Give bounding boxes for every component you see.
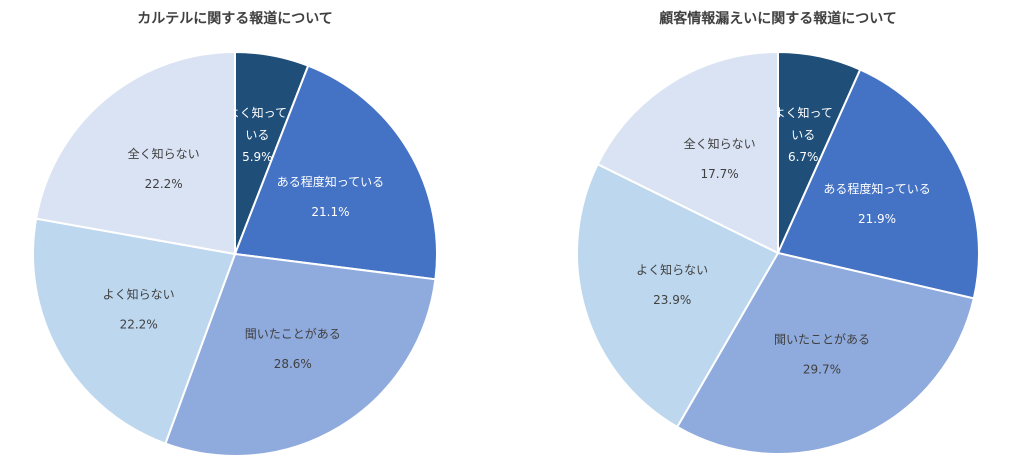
slice-category-label: 聞いたことがある xyxy=(245,326,341,341)
slice-percent-label: 17.7% xyxy=(701,167,739,181)
slice-percent-label: 22.2% xyxy=(120,317,158,331)
slice-category-label: いる xyxy=(245,128,269,142)
pie-chart-customer-data-leak: 顧客情報漏えいに関する報道について よく知っている 6.7% ある程度知っている 21… xyxy=(543,0,1013,457)
slice-category-label: よく知って xyxy=(228,106,287,120)
slice-category-label: いる xyxy=(791,128,815,142)
chart-title: 顧客情報漏えいに関する報道について xyxy=(659,11,897,27)
pie-slice xyxy=(164,252,437,457)
pie-slice xyxy=(34,50,236,256)
slice-category-label: 全く知らない xyxy=(128,146,200,161)
slice-percent-label: 6.7% xyxy=(788,150,819,164)
pie-slice xyxy=(32,217,237,445)
slice-category-label: 聞いたことがある xyxy=(774,331,870,346)
slice-percent-label: 28.6% xyxy=(274,357,312,371)
pie-slice xyxy=(576,162,780,429)
slice-percent-label: 21.9% xyxy=(858,212,896,226)
pie-chart-cartel: カルテルに関する報道について よく知っている 5.9% ある程度知っている 21.1%… xyxy=(0,0,470,457)
slice-percent-label: 29.7% xyxy=(803,362,841,376)
slice-percent-label: 5.9% xyxy=(242,150,273,164)
slice-category-label: よく知らない xyxy=(636,263,708,277)
pie-slice xyxy=(233,64,438,281)
slice-category-label: ある程度知っている xyxy=(823,181,930,196)
slice-percent-label: 21.1% xyxy=(311,205,349,219)
pie-slice xyxy=(596,50,779,255)
slice-percent-label: 22.2% xyxy=(145,177,183,191)
pie-slice xyxy=(675,251,975,455)
chart-title: カルテルに関する報道について xyxy=(137,11,333,27)
slice-category-label: ある程度知っている xyxy=(277,174,384,189)
slice-category-label: 全く知らない xyxy=(684,136,756,151)
slice-category-label: よく知って xyxy=(774,106,833,120)
pie-slice xyxy=(776,68,980,300)
slice-percent-label: 23.9% xyxy=(653,293,691,307)
slice-category-label: よく知らない xyxy=(103,287,175,301)
